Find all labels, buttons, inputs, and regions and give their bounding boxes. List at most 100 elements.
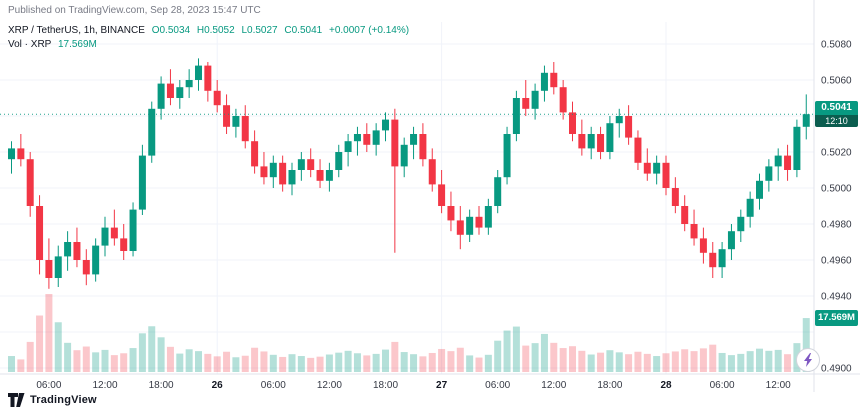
volume-bar: [531, 343, 539, 372]
last-price-value: 0.5041: [815, 101, 858, 115]
volume-study-value: 17.569M: [57, 39, 97, 50]
volume-bar: [45, 294, 53, 372]
tradingview-wordmark: TradingView: [30, 394, 97, 406]
time-tick-label: 26: [212, 380, 224, 391]
candle: [587, 126, 595, 160]
candle: [690, 209, 698, 246]
candle: [185, 69, 193, 98]
volume-bar: [260, 351, 268, 372]
volume-bar: [138, 333, 146, 372]
candle: [213, 80, 221, 113]
candle: [297, 152, 305, 181]
candle: [737, 209, 745, 242]
candle: [195, 58, 202, 91]
volume-bar: [241, 355, 249, 372]
volume-bar: [419, 356, 427, 372]
price-axis[interactable]: 0.5080 0.5060 0.5020 0.5000 0.4980 0.4960 0.49…: [821, 40, 852, 375]
volume-axis-badge: 17.569M: [815, 310, 858, 326]
candle: [307, 148, 315, 178]
candle: [82, 249, 90, 286]
volume-bar: [428, 352, 436, 372]
candle: [176, 80, 184, 109]
time-tick-label: 12:00: [317, 380, 342, 391]
candle: [503, 126, 511, 185]
candle: [550, 62, 558, 95]
volume-bar: [363, 355, 371, 372]
time-tick-label: 18:00: [373, 380, 398, 391]
price-tick-label: 0.5020: [821, 148, 852, 159]
volume-bar: [185, 349, 193, 372]
candle: [148, 101, 156, 163]
volume-bar: [643, 353, 651, 372]
time-tick-label: 06:00: [261, 380, 286, 391]
candle: [559, 80, 567, 120]
candle: [540, 65, 548, 102]
volume-bar: [438, 348, 446, 372]
volume-bar: [756, 348, 763, 372]
volume-bar: [484, 354, 492, 372]
candle: [531, 83, 539, 120]
candle: [26, 152, 34, 217]
candle: [438, 170, 446, 214]
ohlc-close: C0.5041: [284, 25, 323, 36]
volume-bar: [512, 326, 520, 372]
time-tick-label: 12:00: [92, 380, 117, 391]
candle: [54, 245, 62, 287]
candle: [774, 148, 782, 181]
candle: [569, 101, 576, 142]
candle: [157, 76, 165, 120]
volume-bar: [709, 344, 717, 372]
price-change: +0.0007 (+0.14%): [328, 25, 410, 36]
volume-bar: [466, 355, 474, 372]
price-tick-label: 0.4960: [821, 256, 852, 267]
candle: [475, 206, 483, 235]
candle: [251, 130, 259, 174]
volume-study-label[interactable]: Vol · XRP: [8, 39, 52, 50]
volume-bar: [36, 315, 44, 372]
volume-bar: [503, 330, 511, 372]
candle: [382, 112, 389, 142]
volume-bar: [166, 346, 174, 372]
volume-bar: [195, 351, 202, 372]
candle: [802, 94, 810, 140]
candle: [325, 162, 333, 192]
candle: [410, 126, 418, 160]
footer-brand[interactable]: TradingView: [8, 393, 97, 407]
candle: [45, 238, 53, 289]
candle: [36, 195, 44, 275]
candle: [793, 119, 801, 178]
candle: [699, 227, 707, 264]
time-axis[interactable]: 06:00 12:00 18:00 26 06:00 12:00 18:00 27 06:00 1…: [36, 380, 791, 391]
volume-bar: [353, 353, 361, 372]
volume-bar: [92, 352, 100, 372]
volume-bar: [335, 352, 343, 372]
time-tick-label: 12:00: [541, 380, 566, 391]
volume-bar: [578, 350, 586, 372]
volume-bar: [606, 350, 614, 372]
candle: [447, 191, 455, 232]
candle: [129, 202, 137, 257]
price-tick-label: 0.5060: [821, 76, 852, 87]
boost-button[interactable]: [796, 348, 820, 372]
volume-bar: [148, 326, 156, 372]
volume-bar: [550, 342, 558, 372]
volume-bar: [279, 356, 287, 372]
candle: [223, 94, 231, 134]
volume-bar: [101, 349, 109, 372]
volume-bar: [391, 341, 399, 372]
symbol-title[interactable]: XRP / TetherUS, 1h, BINANCE: [8, 25, 145, 36]
ohlc-open: O0.5034: [151, 25, 191, 36]
volume-bar: [653, 356, 661, 372]
volume-bar: [569, 346, 576, 372]
candle: [419, 123, 427, 167]
candle: [241, 105, 249, 149]
volume-bar: [110, 355, 118, 372]
candle: [8, 141, 15, 174]
candle: [784, 144, 792, 181]
volume-bar: [587, 354, 595, 372]
candle: [138, 144, 146, 215]
time-tick-label: 06:00: [710, 380, 735, 391]
volume-bar: [176, 353, 184, 372]
